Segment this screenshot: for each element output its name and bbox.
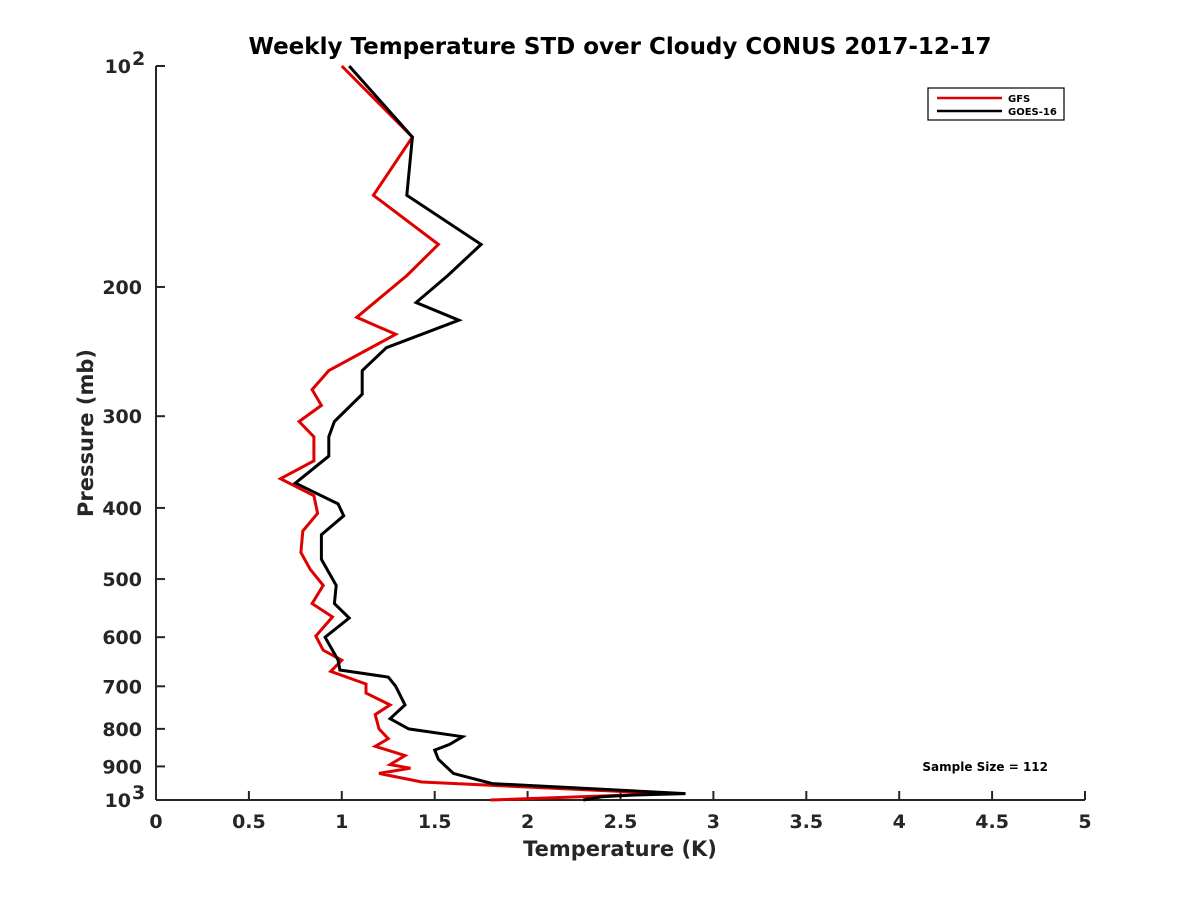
- x-tick-label: 0: [149, 811, 162, 833]
- y-tick-label: 700: [102, 676, 142, 698]
- x-tick-label: 4.5: [975, 811, 1009, 833]
- y-tick-label: 600: [102, 627, 142, 649]
- plot-area: 0 0.5 1 1.5 2 2.5 3 3.5 4 4.5 510 22003004005006007…: [102, 48, 1091, 833]
- x-tick-label: 4: [893, 811, 906, 833]
- y-tick-label: 10: [105, 790, 131, 812]
- x-tick-label: 3: [707, 811, 720, 833]
- series-line-goes16: [292, 65, 686, 802]
- x-tick-label: 3.5: [789, 811, 823, 833]
- legend-label-gfs: GFS: [1008, 94, 1030, 105]
- sample-size-annotation: Sample Size = 112: [922, 760, 1048, 774]
- y-tick-label: 10: [105, 56, 131, 78]
- legend-box: [927, 87, 1065, 121]
- y-tick-exponent: 3: [132, 782, 145, 804]
- x-tick-label: 1.5: [418, 811, 452, 833]
- y-tick-label: 400: [102, 498, 142, 520]
- y-axis-label: Pressure (mb): [74, 349, 98, 517]
- y-tick-label: 300: [102, 406, 142, 428]
- y-tick-label: 500: [102, 569, 142, 591]
- x-tick-label: 2: [521, 811, 534, 833]
- legend-label-goes16: GOES-16: [1008, 107, 1057, 118]
- y-tick-label: 800: [102, 719, 142, 741]
- y-tick-label: 200: [102, 277, 142, 299]
- legend: GFS GOES-16: [927, 87, 1065, 121]
- series-line-gfs: [277, 64, 668, 802]
- y-tick-label: 900: [102, 756, 142, 778]
- x-tick-label: 5: [1078, 811, 1091, 833]
- y-tick-exponent: 2: [132, 48, 145, 70]
- chart-title: Weekly Temperature STD over Cloudy CONUS…: [249, 34, 992, 60]
- x-tick-label: 1: [335, 811, 348, 833]
- x-axis-label: Temperature (K): [523, 837, 717, 861]
- x-tick-label: 0.5: [232, 811, 266, 833]
- x-tick-label: 2.5: [604, 811, 638, 833]
